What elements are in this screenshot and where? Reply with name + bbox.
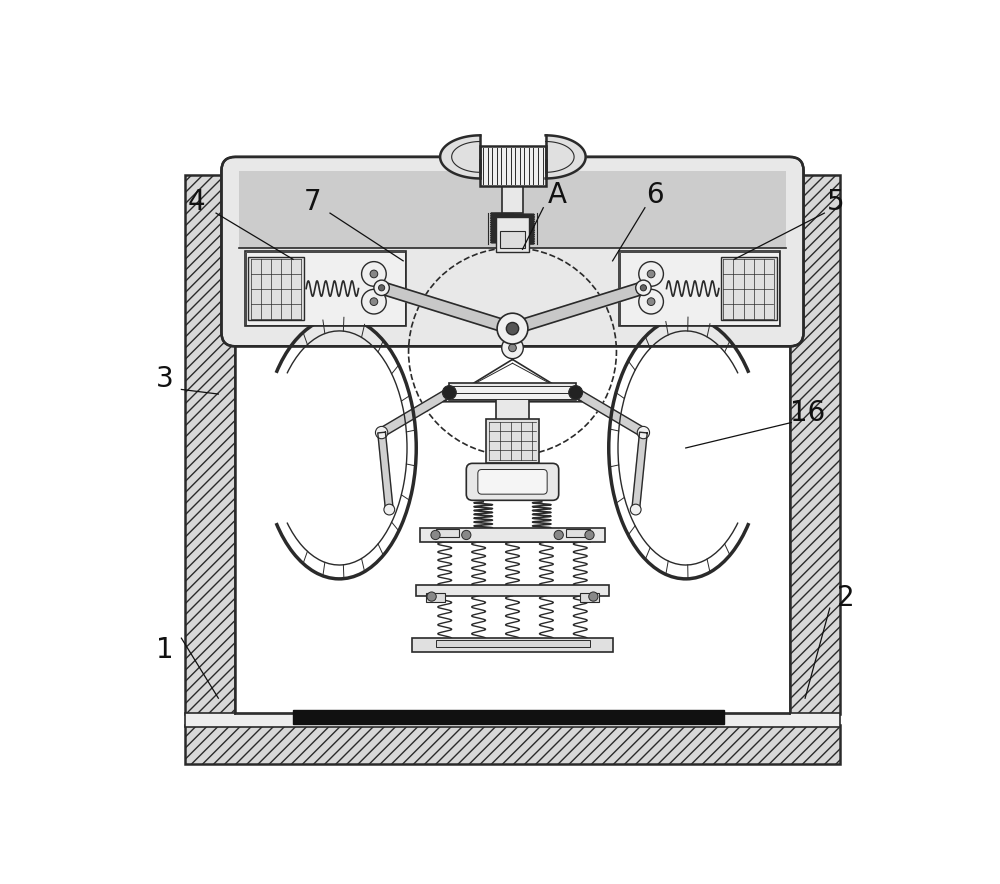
Polygon shape bbox=[379, 389, 452, 437]
Bar bbox=[420, 528, 605, 542]
Bar bbox=[496, 217, 529, 252]
Bar bbox=[248, 257, 304, 320]
Circle shape bbox=[374, 280, 389, 295]
Circle shape bbox=[462, 530, 471, 539]
Text: 5: 5 bbox=[827, 187, 845, 216]
Bar bbox=[412, 638, 613, 652]
Polygon shape bbox=[440, 135, 480, 179]
Polygon shape bbox=[573, 389, 646, 437]
Bar bbox=[245, 251, 406, 326]
Circle shape bbox=[362, 289, 386, 314]
Text: 4: 4 bbox=[188, 187, 206, 216]
Bar bbox=[500, 231, 525, 248]
Text: A: A bbox=[548, 181, 567, 210]
Bar bbox=[293, 710, 724, 724]
Circle shape bbox=[636, 280, 651, 295]
Circle shape bbox=[502, 337, 523, 359]
FancyBboxPatch shape bbox=[466, 463, 559, 500]
Bar bbox=[185, 175, 235, 713]
Bar bbox=[496, 398, 529, 421]
Bar bbox=[480, 146, 546, 187]
FancyBboxPatch shape bbox=[221, 156, 804, 347]
Circle shape bbox=[427, 592, 436, 601]
Text: 3: 3 bbox=[156, 365, 173, 392]
Bar bbox=[486, 419, 539, 463]
Bar bbox=[620, 252, 779, 324]
Circle shape bbox=[637, 426, 650, 438]
Circle shape bbox=[375, 426, 388, 438]
Circle shape bbox=[554, 530, 563, 539]
Circle shape bbox=[497, 313, 528, 344]
Polygon shape bbox=[511, 282, 645, 334]
Circle shape bbox=[431, 530, 440, 539]
Bar bbox=[436, 641, 590, 646]
Text: 1: 1 bbox=[156, 636, 173, 664]
Circle shape bbox=[589, 592, 598, 601]
Circle shape bbox=[630, 504, 641, 515]
Bar bbox=[790, 175, 840, 713]
Bar bbox=[580, 592, 599, 602]
Text: 7: 7 bbox=[303, 187, 321, 216]
Bar bbox=[436, 529, 459, 537]
Polygon shape bbox=[378, 432, 393, 510]
Circle shape bbox=[639, 262, 663, 286]
Polygon shape bbox=[380, 282, 514, 334]
Bar bbox=[185, 725, 840, 764]
Circle shape bbox=[506, 323, 519, 335]
Bar bbox=[452, 392, 573, 399]
Circle shape bbox=[362, 262, 386, 286]
Bar bbox=[721, 257, 777, 320]
Bar bbox=[246, 252, 405, 324]
Circle shape bbox=[370, 298, 378, 306]
Circle shape bbox=[509, 344, 516, 352]
Text: 16: 16 bbox=[790, 400, 825, 427]
Circle shape bbox=[569, 385, 583, 400]
Bar bbox=[239, 171, 786, 248]
Bar bbox=[185, 713, 840, 727]
Bar bbox=[502, 187, 523, 213]
Bar bbox=[619, 251, 780, 326]
Bar bbox=[452, 386, 573, 392]
Text: 2: 2 bbox=[837, 584, 855, 612]
Polygon shape bbox=[546, 135, 586, 179]
Circle shape bbox=[640, 285, 646, 291]
Circle shape bbox=[585, 530, 594, 539]
FancyBboxPatch shape bbox=[478, 469, 547, 494]
Text: 6: 6 bbox=[646, 181, 664, 210]
Circle shape bbox=[442, 385, 456, 400]
Circle shape bbox=[384, 504, 395, 515]
Circle shape bbox=[379, 285, 385, 291]
Bar bbox=[449, 384, 576, 400]
Bar bbox=[426, 592, 445, 602]
Bar bbox=[416, 585, 609, 596]
Circle shape bbox=[639, 289, 663, 314]
Polygon shape bbox=[632, 432, 647, 510]
Circle shape bbox=[647, 271, 655, 278]
Bar bbox=[566, 529, 590, 537]
Circle shape bbox=[647, 298, 655, 306]
Bar bbox=[436, 530, 590, 542]
Circle shape bbox=[370, 271, 378, 278]
